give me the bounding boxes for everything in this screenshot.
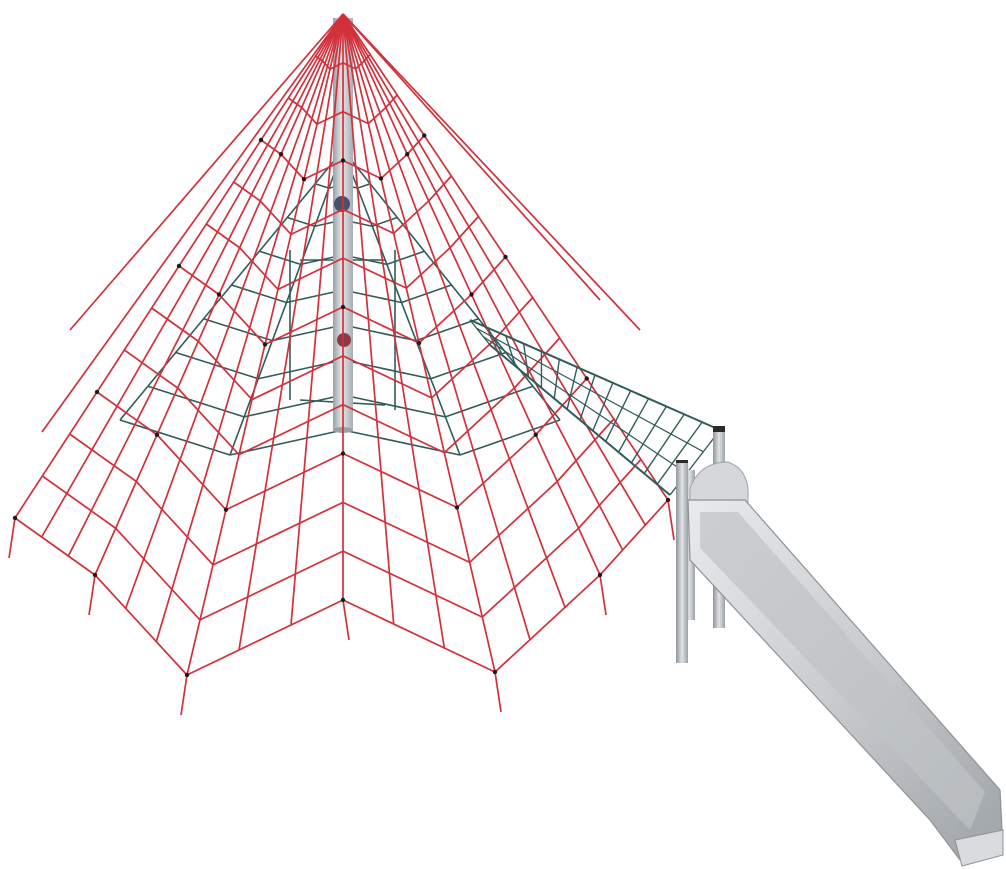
rope-pyramid-icon bbox=[8, 13, 675, 716]
steel-slide-icon bbox=[687, 499, 1004, 867]
rope-bridge-icon bbox=[469, 319, 721, 496]
rope-connectors bbox=[12, 133, 671, 678]
